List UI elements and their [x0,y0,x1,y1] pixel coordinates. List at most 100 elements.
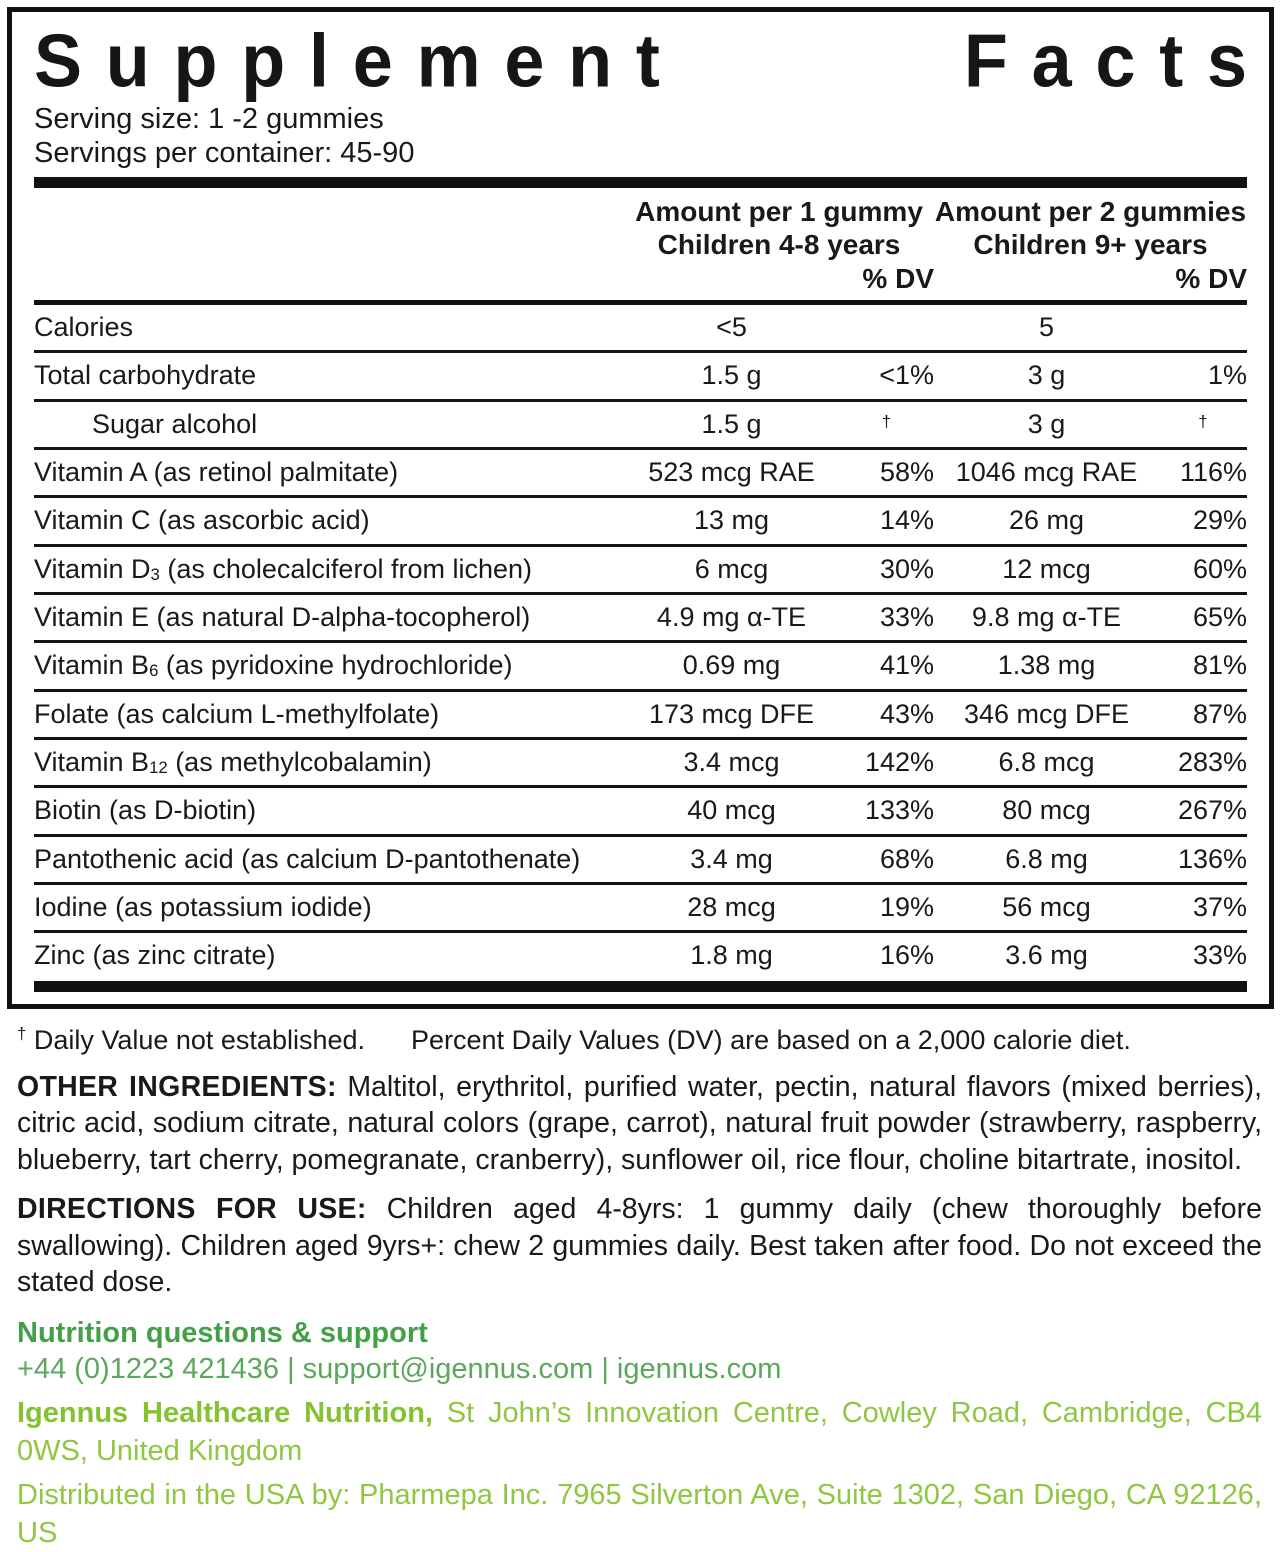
thick-divider-top [34,177,1247,189]
usa-distribution: Distributed in the USA by: Pharmepa Inc.… [17,1478,1262,1549]
amount-per-2-gummies: 1046 mcg RAE [955,456,1138,487]
header-group-2-gummies: Amount per 2 gummies Children 9+ years %… [934,196,1247,295]
table-row: Sugar alcohol 1.5 g † 3 g † [34,402,1247,447]
dv-per-1-gummy: 14% [879,505,934,536]
dv-per-1-gummy: 30% [879,553,934,584]
other-ingredients-text: Maltitol, erythritol, purified water, pe… [17,1070,1262,1176]
nutrient-name: Calories [34,311,134,342]
footnote-part1: Daily Value not established. [26,1024,366,1055]
nutrient-name: Biotin (as D-biotin) [34,795,257,826]
dv-per-1-gummy: <1% [879,360,934,391]
amount-per-2-gummies: 5 [1038,311,1055,342]
row-separator [34,350,1247,354]
row-separator [34,833,1247,837]
amount-per-2-gummies: 1.38 mg [997,650,1096,681]
nutrient-name: Total carbohydrate [34,360,257,391]
amount-per-1-gummy: 3.4 mcg [683,746,780,777]
table-row: Zinc (as zinc citrate) 1.8 mg 16% 3.6 mg… [34,933,1247,978]
table-row: Folate (as calcium L-methylfolate) 173 m… [34,692,1247,737]
header-dv-1: % DV [862,263,934,295]
nutrient-name: Iodine (as potassium iodide) [34,891,372,922]
amount-per-1-gummy: 40 mcg [687,795,776,826]
row-separator [34,591,1247,595]
row-separator [34,881,1247,885]
footnote-part2: Percent Daily Values (DV) are based on a… [411,1024,1131,1055]
row-separator [34,446,1247,450]
header-amount-2: Amount per 2 gummies [934,196,1247,228]
nutrient-name: Zinc (as zinc citrate) [34,940,276,971]
nutrient-name: Folate (as calcium L-methylfolate) [34,698,440,729]
amount-per-2-gummies: 3.6 mg [1005,940,1088,971]
amount-per-2-gummies: 346 mcg DFE [963,698,1130,729]
dv-per-1-gummy: 16% [879,940,934,971]
row-separator [34,640,1247,644]
dv-per-2-gummies: 81% [1192,650,1247,681]
nutrient-name: Vitamin C (as ascorbic acid) [34,505,370,536]
amount-per-2-gummies: 9.8 mg α-TE [971,601,1122,632]
dv-footnote: † Daily Value not established. Percent Da… [17,1024,1262,1056]
other-ingredients: OTHER INGREDIENTS: Maltitol, erythritol,… [17,1069,1262,1178]
dv-per-1-gummy: 43% [879,698,934,729]
amount-per-1-gummy: 173 mcg DFE [648,698,815,729]
dv-per-1-gummy: † [881,411,892,431]
dv-per-1-gummy: 68% [879,843,934,874]
header-age-1: Children 4-8 years [657,228,901,260]
amount-per-1-gummy: 0.69 mg [682,650,781,681]
nutrient-name: Vitamin E (as natural D-alpha-tocopherol… [34,601,531,632]
dv-per-2-gummies: 283% [1177,746,1247,777]
support-contact: +44 (0)1223 421436 | support@igennus.com… [17,1353,782,1386]
dv-per-1-gummy: 58% [879,456,934,487]
dv-per-2-gummies: 87% [1192,698,1247,729]
row-separator [34,398,1247,402]
dv-per-2-gummies: 267% [1177,795,1247,826]
company-address: Igennus Healthcare Nutrition, St John’s … [17,1395,1262,1470]
amount-per-2-gummies: 12 mcg [1002,553,1091,584]
table-row: Iodine (as potassium iodide) 28 mcg 19% … [34,885,1247,930]
amount-per-2-gummies: 6.8 mcg [998,746,1095,777]
row-separator [34,495,1247,499]
dv-per-2-gummies: 37% [1192,891,1247,922]
company-name: Igennus Healthcare Nutrition, [17,1397,433,1430]
title-word-facts: Facts [963,19,1271,104]
dv-per-2-gummies: 116% [1179,456,1247,487]
row-separator [34,688,1247,692]
amount-per-1-gummy: 4.9 mg α-TE [656,601,807,632]
dv-per-2-gummies: 65% [1192,601,1247,632]
header-dv-2: % DV [1175,263,1247,295]
thick-divider-bottom [34,980,1247,992]
amount-per-1-gummy: 28 mcg [687,891,776,922]
amount-per-1-gummy: 6 mcg [694,553,769,584]
table-row: Vitamin E (as natural D-alpha-tocopherol… [34,595,1247,640]
directions-label: DIRECTIONS FOR USE: [17,1193,367,1226]
header-amount-1: Amount per 1 gummy [635,196,923,228]
amount-per-2-gummies: 3 g [1027,360,1066,391]
row-separator [34,736,1247,740]
amount-per-1-gummy: <5 [716,311,747,342]
title-word-supplement: Supplement [34,19,684,104]
nutrient-name: Sugar alcohol [92,408,258,439]
serving-size: Serving size: 1 -2 gummies [34,103,384,135]
row-separator [34,785,1247,789]
amount-per-1-gummy: 3.4 mg [690,843,773,874]
dv-per-2-gummies: 1% [1207,360,1247,391]
table-row: Pantothenic acid (as calcium D-pantothen… [34,837,1247,882]
nutrient-name: Vitamin A (as retinol palmitate) [34,456,399,487]
amount-per-2-gummies: 56 mcg [1002,891,1091,922]
dv-per-2-gummies: † [1198,411,1208,431]
amount-per-1-gummy: 523 mcg RAE [648,456,815,487]
amount-per-1-gummy: 13 mg [693,505,770,536]
amount-per-2-gummies: 80 mcg [1002,795,1091,826]
other-ingredients-label: OTHER INGREDIENTS: [17,1070,337,1103]
header-age-2: Children 9+ years [973,228,1208,260]
company-address-text: St John’s Innovation Centre, Cowley Road… [17,1397,1262,1468]
facts-rows: Calories <5 5 Total carbohydrate 1.5 g <… [34,305,1247,979]
support-heading: Nutrition questions & support [17,1317,428,1350]
table-row: Vitamin B6 (as pyridoxine hydrochloride)… [34,643,1247,688]
amount-per-1-gummy: 1.5 g [701,408,762,439]
supplement-facts-panel: Supplement Facts Serving size: 1 -2 gumm… [7,7,1274,1009]
dv-per-2-gummies: 60% [1192,553,1247,584]
dagger-symbol: † [17,1023,27,1043]
table-row: Vitamin D3 (as cholecalciferol from lich… [34,547,1247,592]
nutrient-name: Vitamin D3 (as cholecalciferol from lich… [34,553,532,584]
